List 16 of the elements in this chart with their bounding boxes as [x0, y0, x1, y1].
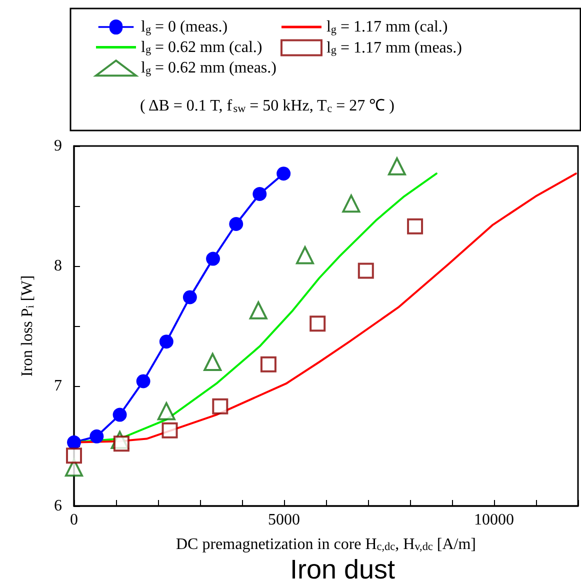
- legend-label: lg = 0.62 mm (meas.): [141, 60, 276, 77]
- legend-label: lg = 1.17 mm (meas.): [326, 39, 462, 57]
- legend-label: lg = 0 (meas.): [141, 18, 228, 36]
- y-tick-label: 8: [54, 258, 62, 274]
- text: Iron dust: [290, 554, 396, 584]
- y-axis-title: Iron loss Pi [W]: [19, 275, 36, 377]
- x-axis-title: DC premagnetization in core Hc,dc, Hv,dc [A/m]: [176, 536, 476, 554]
- legend-label: lg = 1.17 mm (cal.): [326, 18, 448, 36]
- x-tick-label: 10000: [474, 512, 514, 528]
- x-tick-label: 0: [70, 512, 78, 528]
- x-tick-label: 5000: [268, 512, 300, 528]
- y-tick-label: 6: [54, 498, 62, 514]
- text: ( ΔB = 0.1 T, fsw = 50 kHz, Tc = 27 ℃ ): [140, 98, 394, 115]
- y-tick-label: 9: [54, 138, 62, 154]
- y-tick-label: 7: [54, 378, 62, 394]
- legend-label: lg = 0.62 mm (cal.): [141, 38, 262, 56]
